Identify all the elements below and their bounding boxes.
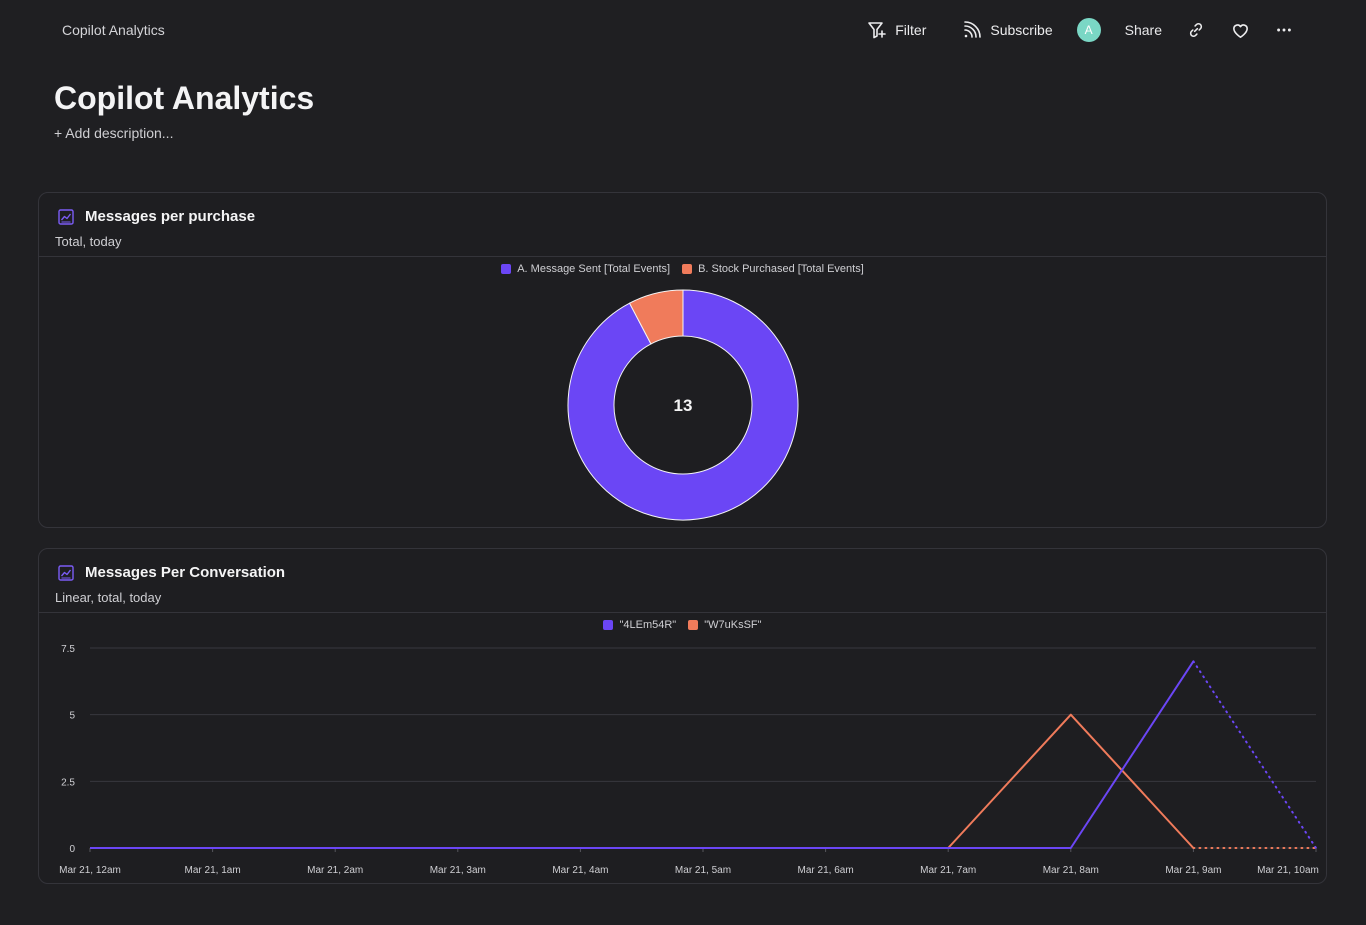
breadcrumb[interactable]: Copilot Analytics [62, 22, 165, 38]
share-button[interactable]: Share [1124, 22, 1162, 38]
chart-legend: "4LEm54R" "W7uKsSF" [39, 619, 1326, 631]
line-chart-icon [58, 209, 74, 225]
report-card-messages-per-conversation: Messages Per Conversation Linear, total,… [38, 548, 1327, 884]
card-title[interactable]: Messages Per Conversation [85, 564, 286, 581]
header-actions: Filter Subscribe A Share [831, 15, 1294, 45]
x-tick-label: Mar 21, 3am [430, 865, 486, 876]
legend-swatch [688, 620, 699, 630]
y-tick-label: 7.5 [61, 644, 75, 655]
card-subtitle: Linear, total, today [55, 590, 162, 605]
subscribe-label: Subscribe [990, 22, 1053, 38]
heart-icon [1232, 23, 1248, 38]
legend-item-series-a[interactable]: "4LEm54R" [603, 619, 676, 631]
subscribe-button[interactable]: Subscribe [962, 20, 1053, 40]
more-options-button[interactable] [1274, 20, 1294, 40]
link-icon [1189, 23, 1203, 37]
legend-swatch [682, 264, 693, 274]
chart-legend: A. Message Sent [Total Events] B. Stock … [39, 263, 1326, 275]
x-tick-label: Mar 21, 8am [1043, 865, 1099, 876]
avatar[interactable]: A [1076, 18, 1101, 42]
x-tick-label: Mar 21, 1am [185, 865, 241, 876]
favorite-button[interactable] [1230, 20, 1250, 40]
x-tick-label: Mar 21, 10am [1257, 865, 1319, 876]
y-tick-label: 2.5 [61, 777, 75, 788]
line-chart-icon [58, 565, 74, 581]
x-tick-label: Mar 21, 5am [675, 865, 731, 876]
legend-item-message-sent[interactable]: A. Message Sent [Total Events] [501, 263, 670, 275]
page-title: Copilot Analytics [54, 80, 315, 116]
series-line-0[interactable] [90, 660, 1195, 849]
x-tick-label: Mar 21, 9am [1165, 865, 1221, 876]
line-chart: 0 2.5 5 7.5 Mar 21, 12am Mar 21, 1am Mar 21, 2… [59, 644, 1319, 876]
donut-slice-1[interactable] [628, 289, 684, 345]
x-tick-label: Mar 21, 2am [307, 865, 363, 876]
card-subtitle: Total, today [55, 234, 122, 249]
x-tick-label: Mar 21, 6am [798, 865, 854, 876]
legend-swatch [501, 264, 512, 274]
y-tick-label: 0 [69, 844, 75, 855]
filter-icon [868, 22, 887, 39]
more-horizontal-icon [1277, 28, 1291, 32]
legend-item-series-b[interactable]: "W7uKsSF" [688, 619, 762, 631]
filter-label: Filter [895, 22, 927, 38]
legend-label: A. Message Sent [Total Events] [517, 263, 671, 275]
y-tick-label: 5 [69, 711, 75, 722]
legend-swatch [603, 620, 614, 630]
copy-link-button[interactable] [1186, 20, 1206, 40]
card-title[interactable]: Messages per purchase [85, 208, 256, 225]
card-header: Messages per purchase Total, today [39, 193, 1326, 257]
x-tick-label: Mar 21, 4am [552, 865, 608, 876]
x-tick-label: Mar 21, 12am [59, 865, 121, 876]
donut-center-total: 13 [674, 396, 693, 415]
legend-label: "4LEm54R" [619, 619, 677, 631]
report-card-messages-per-purchase: Messages per purchase Total, today A. Me… [38, 192, 1327, 528]
card-header: Messages Per Conversation Linear, total,… [39, 549, 1326, 613]
x-tick-label: Mar 21, 7am [920, 865, 976, 876]
top-bar: Copilot Analytics Filter Subscribe A Sha… [0, 0, 1366, 60]
add-description-link[interactable]: + Add description... [54, 125, 174, 141]
legend-label: "W7uKsSF" [704, 619, 762, 631]
series-line-partial-0[interactable] [1192, 660, 1317, 849]
donut-chart: 13 [567, 289, 799, 521]
donut-slice-0[interactable] [567, 289, 799, 521]
rss-icon [964, 21, 982, 38]
legend-label: B. Stock Purchased [Total Events] [698, 263, 864, 275]
legend-item-stock-purchased[interactable]: B. Stock Purchased [Total Events] [682, 263, 864, 275]
filter-button[interactable]: Filter [867, 20, 926, 40]
